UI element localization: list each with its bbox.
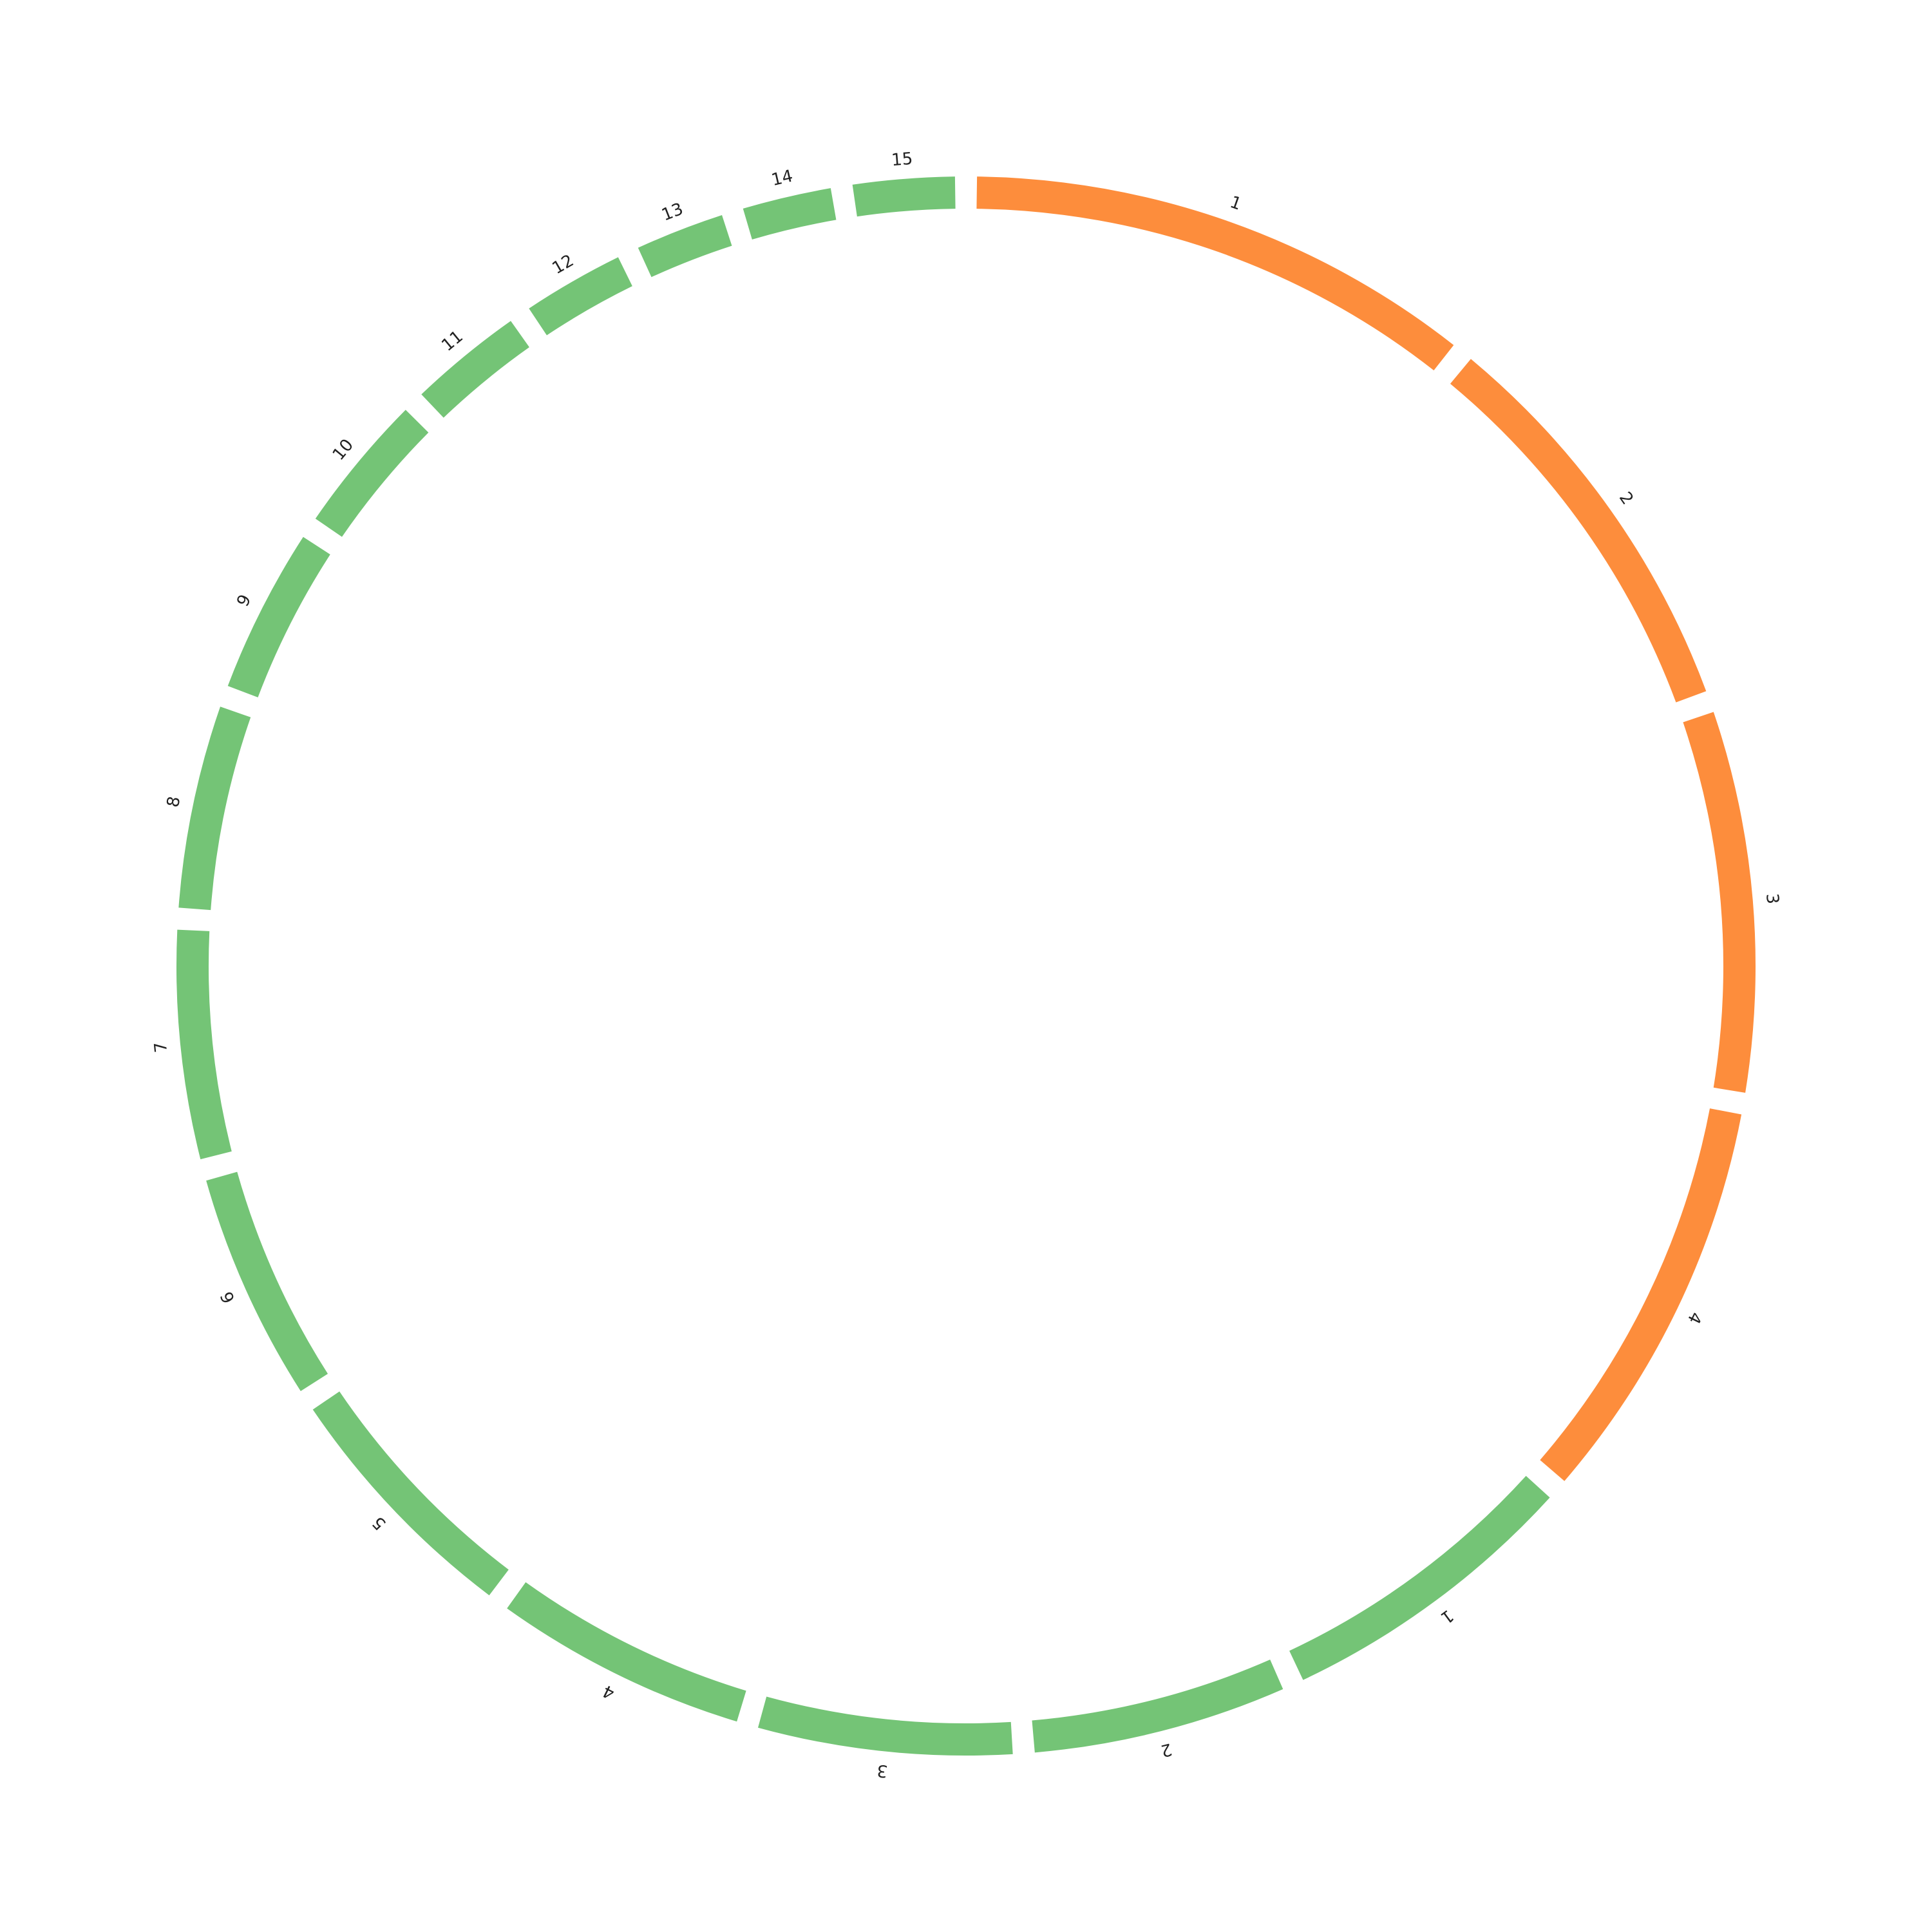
segment-label-group2-8: 8 <box>164 795 185 809</box>
segment-label-group2-15: 15 <box>891 149 913 171</box>
segment-arc-group2-8 <box>178 706 251 911</box>
segment-arc-group2-15 <box>852 176 956 217</box>
segment-label-group2-9: 9 <box>233 592 255 610</box>
segment-label-group1-3: 3 <box>1762 893 1782 905</box>
segment-arc-group2-10 <box>315 410 429 537</box>
segment-label-group2-1: 1 <box>1437 1605 1457 1627</box>
segment-arc-group1-3 <box>1683 712 1756 1093</box>
segment-arc-group2-11 <box>421 321 529 418</box>
segment-arc-group2-5 <box>312 1391 509 1596</box>
segment-label-group2-7: 7 <box>151 1041 172 1053</box>
segment-arc-group2-14 <box>743 188 837 240</box>
segment-label-group2-14: 14 <box>770 167 795 191</box>
segment-label-group2-13: 13 <box>659 200 686 225</box>
segment-label-group2-11: 11 <box>438 327 467 355</box>
segment-label-group2-2: 2 <box>1159 1739 1173 1760</box>
segment-arcs <box>176 176 1756 1756</box>
segment-arc-group2-12 <box>529 257 632 336</box>
segment-arc-group2-3 <box>758 1696 1013 1756</box>
segment-label-group2-12: 12 <box>549 251 578 278</box>
segment-arc-group2-2 <box>1032 1660 1283 1753</box>
segment-label-group2-3: 3 <box>876 1760 889 1781</box>
segment-label-group1-1: 1 <box>1227 193 1244 214</box>
segment-arc-group1-4 <box>1540 1108 1742 1481</box>
segment-label-group2-10: 10 <box>329 435 357 464</box>
segment-label-group2-5: 5 <box>369 1512 390 1533</box>
segment-label-group2-6: 6 <box>217 1289 239 1306</box>
segment-label-group1-2: 2 <box>1615 489 1637 509</box>
segment-arc-group1-1 <box>976 176 1454 371</box>
segment-label-group2-4: 4 <box>600 1681 618 1703</box>
segment-arc-group1-2 <box>1450 359 1707 703</box>
segment-arc-group2-13 <box>638 215 732 278</box>
segment-arc-group2-1 <box>1289 1475 1550 1680</box>
segment-arc-group2-6 <box>206 1171 328 1392</box>
segment-arc-group2-7 <box>176 929 232 1160</box>
segment-label-group1-4: 4 <box>1683 1309 1705 1327</box>
segment-arc-group2-4 <box>507 1582 746 1722</box>
segment-arc-group2-9 <box>227 536 330 697</box>
